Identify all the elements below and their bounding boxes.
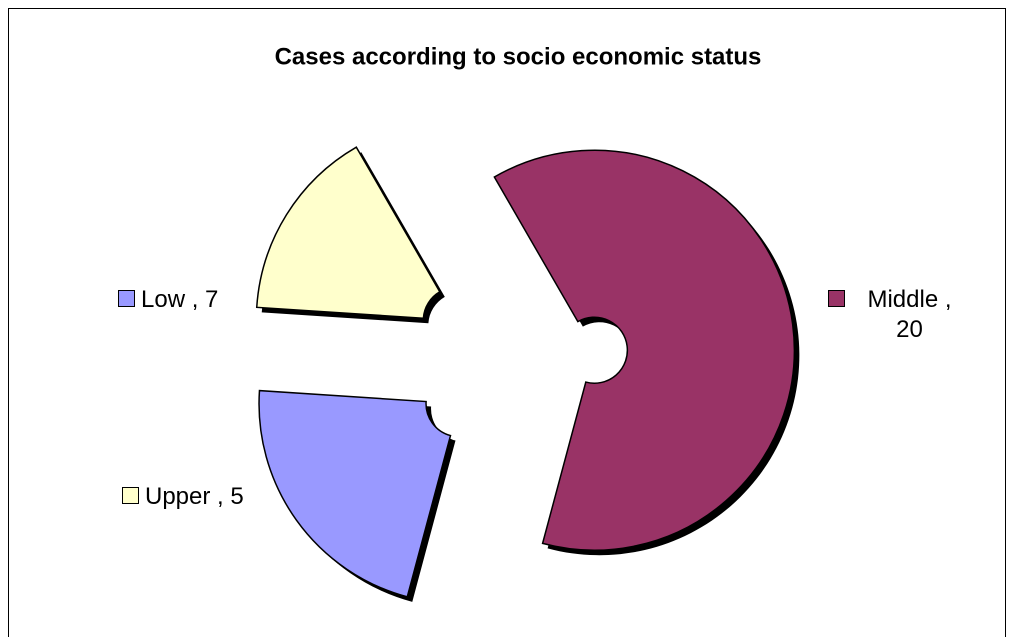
slice xyxy=(255,146,441,320)
chart-frame xyxy=(8,8,1006,637)
data-label-text: Middle , 20 xyxy=(867,286,952,343)
chart-title: Cases according to socio economic status xyxy=(275,43,762,70)
legend-key xyxy=(118,290,135,307)
legend-key xyxy=(122,487,139,504)
slice xyxy=(493,149,796,551)
data-label: Middle , 20 xyxy=(828,285,968,345)
slice xyxy=(258,389,452,598)
data-label-text: Upper , 5 xyxy=(145,483,244,510)
data-label: Low , 7 xyxy=(118,285,318,315)
legend-key xyxy=(828,290,845,307)
data-label: Upper , 5 xyxy=(122,482,322,512)
data-label-text: Low , 7 xyxy=(141,286,219,313)
